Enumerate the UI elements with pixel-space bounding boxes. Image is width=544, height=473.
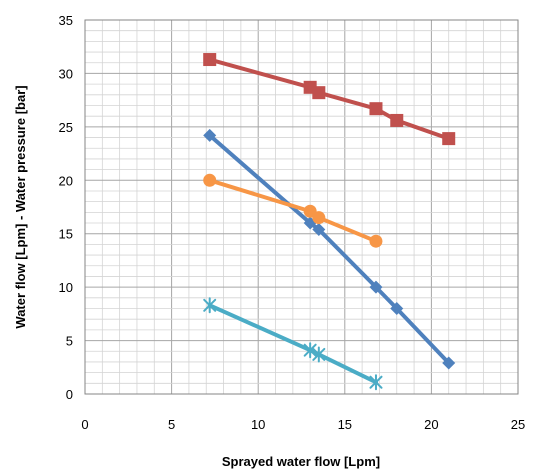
series-line xyxy=(207,133,451,366)
x-tick-label: 0 xyxy=(81,417,88,432)
series-4 xyxy=(203,297,383,391)
y-tick-label: 25 xyxy=(59,120,73,135)
star-marker xyxy=(303,342,317,359)
star-marker xyxy=(203,297,217,314)
y-tick-label: 0 xyxy=(66,387,73,402)
y-tick-label: 30 xyxy=(59,66,73,81)
square-marker xyxy=(442,132,456,146)
y-axis-ticks: 0 5 10 15 20 25 30 35 xyxy=(59,13,73,402)
square-marker xyxy=(390,113,404,127)
series-1 xyxy=(203,53,456,146)
x-tick-label: 5 xyxy=(168,417,175,432)
y-tick-label: 15 xyxy=(59,227,73,242)
star-marker xyxy=(312,346,326,363)
x-axis-title: Sprayed water flow [Lpm] xyxy=(222,454,380,469)
circle-marker xyxy=(369,234,383,248)
x-tick-label: 20 xyxy=(424,417,438,432)
circle-marker xyxy=(312,211,326,225)
x-tick-label: 10 xyxy=(251,417,265,432)
series-group xyxy=(203,53,456,391)
diamond-marker xyxy=(312,222,326,236)
square-marker xyxy=(312,86,326,100)
series-line xyxy=(207,303,378,385)
diamond-marker xyxy=(369,280,383,294)
x-tick-label: 25 xyxy=(511,417,525,432)
y-tick-label: 20 xyxy=(59,173,73,188)
diamond-marker xyxy=(390,302,404,316)
y-tick-label: 10 xyxy=(59,280,73,295)
diamond-marker xyxy=(203,128,217,142)
square-marker xyxy=(203,53,217,67)
diamond-marker xyxy=(442,356,456,370)
y-axis-title: Water flow [Lpm] - Water pressure [bar] xyxy=(13,85,28,328)
x-axis-ticks: 0 5 10 15 20 25 xyxy=(81,417,525,432)
star-marker xyxy=(369,374,383,391)
y-tick-label: 35 xyxy=(59,13,73,28)
circle-marker xyxy=(203,173,217,187)
y-tick-label: 5 xyxy=(66,334,73,349)
square-marker xyxy=(369,102,383,116)
plot-area-border xyxy=(84,19,519,395)
series-3 xyxy=(203,173,383,248)
series-line xyxy=(207,57,451,141)
x-tick-label: 15 xyxy=(338,417,352,432)
